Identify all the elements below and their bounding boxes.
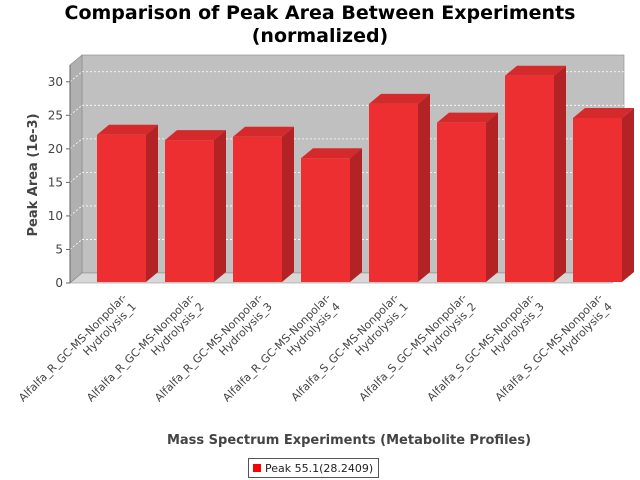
legend-label: Peak 55.1(28.2409) <box>265 461 374 475</box>
gridline-side <box>69 239 83 250</box>
gridline-side <box>69 205 83 217</box>
bar-side <box>350 148 362 282</box>
y-tick-label: 5 <box>55 242 63 256</box>
bar-side <box>214 130 226 282</box>
y-tick-label: 25 <box>48 108 63 122</box>
bar-top <box>233 126 294 137</box>
x-axis-title: Mass Spectrum Experiments (Metabolite Pr… <box>167 433 531 448</box>
bar-top <box>437 112 498 123</box>
bar-side <box>622 107 634 282</box>
bar-top <box>505 65 566 76</box>
gridline-side <box>69 71 83 83</box>
x-tick-label-line: Alfalfa_R_GC-MS-Nonpolar- <box>84 291 197 404</box>
y-tick-label: 20 <box>48 142 63 156</box>
bar-side <box>282 126 294 282</box>
bar-top <box>97 124 158 135</box>
chart-title-line-2: (normalized) <box>251 25 389 47</box>
gridline-side <box>69 172 83 183</box>
gridline-side <box>69 138 83 150</box>
bar <box>97 134 146 282</box>
x-tick-label-line: Alfalfa_S_GC-MS-Nonpolar- <box>493 291 606 404</box>
bar <box>505 75 554 283</box>
chart-title-line-1: Comparison of Peak Area Between Experime… <box>64 2 576 24</box>
x-tick-label-line: Alfalfa_S_GC-MS-Nonpolar- <box>289 291 402 404</box>
bar-top <box>165 130 226 141</box>
bar <box>437 122 486 282</box>
x-tick-label: Alfalfa_R_GC-MS-Nonpolar-Hydrolysis_1 <box>16 291 139 404</box>
legend-swatch <box>253 464 261 472</box>
y-tick-label: 10 <box>48 209 63 223</box>
bar-top <box>573 107 634 118</box>
y-tick-label: 15 <box>48 175 63 189</box>
y-axis-title: Peak Area (1e-3) <box>26 113 41 236</box>
x-tick-label-line: Alfalfa_R_GC-MS-Nonpolar- <box>16 291 129 404</box>
bar-side <box>418 93 430 282</box>
gridline-side <box>69 105 83 116</box>
bar <box>233 136 282 282</box>
bar <box>165 140 214 282</box>
plot-left-wall <box>69 54 83 284</box>
bar-side <box>486 112 498 282</box>
y-tick-label: 0 <box>55 276 63 290</box>
x-tick-label-line: Alfalfa_R_GC-MS-Nonpolar- <box>220 291 333 404</box>
chart-title: Comparison of Peak Area Between Experime… <box>0 2 640 48</box>
bar-top <box>301 148 362 159</box>
bar-side <box>146 124 158 282</box>
y-tick-label: 30 <box>48 75 63 89</box>
x-tick-label-line: Alfalfa_S_GC-MS-Nonpolar- <box>425 291 538 404</box>
bar <box>301 158 350 282</box>
legend: Peak 55.1(28.2409) <box>248 458 380 478</box>
x-tick-label-line: Alfalfa_S_GC-MS-Nonpolar- <box>357 291 470 404</box>
bar-top <box>369 93 430 104</box>
bar <box>369 103 418 282</box>
x-tick-label-line: Alfalfa_R_GC-MS-Nonpolar- <box>152 291 265 404</box>
bar-side <box>554 65 566 283</box>
bar <box>573 117 622 282</box>
